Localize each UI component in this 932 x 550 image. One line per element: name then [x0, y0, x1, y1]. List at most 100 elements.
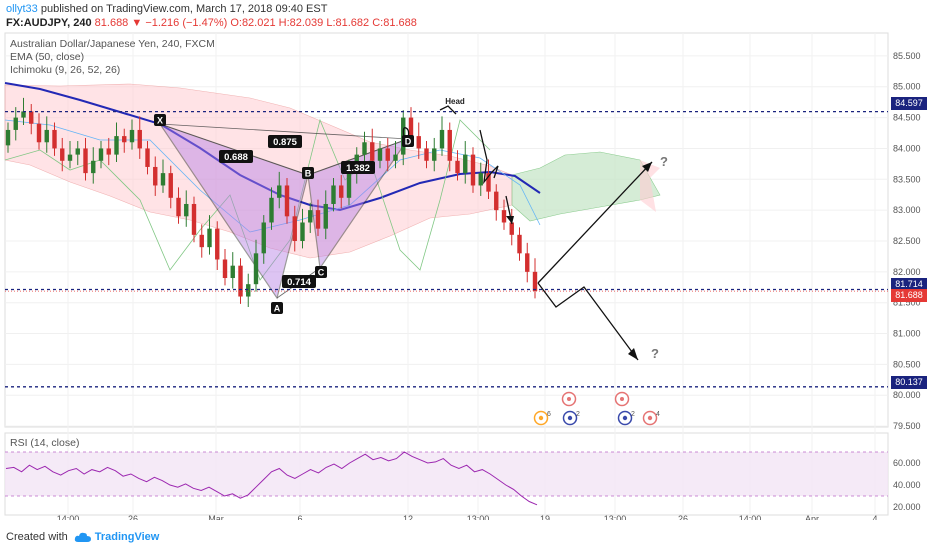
rsi-tick-label: 60.000	[893, 458, 921, 468]
pattern-point-box	[402, 135, 414, 147]
candle	[153, 166, 158, 186]
ratio-label: 0.875	[273, 137, 297, 148]
price-tick-label: 84.500	[893, 113, 921, 123]
head-label: Head	[445, 97, 465, 106]
event-marker-dot	[567, 415, 573, 421]
ratio-label: 0.714	[287, 277, 311, 288]
candle	[277, 185, 282, 198]
candle	[393, 154, 398, 161]
candle	[5, 129, 11, 146]
event-marker-count: 2	[631, 411, 635, 418]
candle	[269, 197, 274, 223]
candle	[362, 142, 367, 155]
rsi-label: RSI (14, close)	[10, 437, 80, 449]
rsi-tick-label: 20.000	[893, 502, 921, 512]
legend-title: Australian Dollar/Japanese Yen, 240, FXC…	[10, 38, 215, 50]
candle	[439, 129, 445, 149]
price-tick-label: 79.500	[893, 421, 921, 431]
candle	[215, 228, 220, 260]
rsi-tick-label: 40.000	[893, 480, 921, 490]
candle	[532, 271, 538, 291]
candle	[207, 228, 212, 248]
candle	[184, 203, 189, 217]
candle	[21, 111, 26, 118]
pattern-point-b: B	[302, 167, 314, 179]
pattern-point-box	[271, 302, 283, 314]
legend-ema: EMA (50, close)	[10, 51, 85, 63]
candle	[168, 173, 173, 198]
question-mark: ?	[660, 154, 668, 169]
author-link[interactable]: ollyt33	[6, 3, 38, 15]
candle	[176, 197, 181, 217]
ratio-badge: 0.688	[219, 150, 253, 163]
price-tick-label: 83.000	[893, 205, 921, 215]
level-tag-1: 84.597	[891, 97, 927, 110]
candle	[222, 259, 228, 279]
projection-arrow	[537, 282, 639, 361]
price-tick-label: 81.000	[893, 329, 921, 339]
ratio-badge: 1.382	[341, 161, 375, 174]
price-chart[interactable]: X A B C D 0.688 0.875 1.382 0.714 Head?? 6 2 2 4 79.5…	[0, 0, 932, 520]
candle	[52, 129, 57, 149]
candle	[517, 234, 522, 254]
rsi-line	[5, 451, 538, 506]
event-marker-count: 4	[656, 411, 660, 418]
time-tick-label: 19	[540, 514, 550, 520]
ratio-badge-box	[268, 135, 302, 148]
event-marker-dot	[538, 415, 544, 421]
candle	[98, 148, 104, 161]
candle	[416, 136, 421, 149]
ratio-badge-box	[341, 161, 375, 174]
candle	[447, 129, 452, 161]
candle	[377, 148, 383, 161]
projection-arrow	[537, 161, 653, 284]
price-tick-label: 82.000	[893, 267, 921, 277]
ohlc-values: O:82.021 H:82.039 L:81.682 C:81.688	[230, 17, 417, 29]
candle	[346, 173, 352, 198]
projection-arrow	[479, 129, 499, 185]
candle	[292, 216, 297, 241]
candle	[75, 148, 80, 155]
candle	[13, 117, 18, 130]
level-tag-2: 81.714	[891, 278, 927, 291]
candle	[261, 222, 266, 254]
candle	[67, 154, 73, 161]
harmonic-leg	[159, 123, 409, 140]
publish-line: ollyt33 published on TradingView.com, Ma…	[6, 3, 327, 15]
projection-arrow	[402, 127, 410, 139]
tradingview-logo[interactable]: TradingView	[74, 531, 159, 543]
legend-ichimoku: Ichimoku (9, 26, 52, 26)	[10, 64, 121, 76]
publish-text: published on TradingView.com, March 17, …	[37, 3, 328, 15]
arrow-head	[642, 162, 652, 172]
candle	[253, 253, 259, 285]
pattern-point-label: A	[274, 304, 281, 314]
time-tick-label: 14:00	[739, 514, 762, 520]
price-tick-label: 81.500	[893, 298, 921, 308]
candle	[470, 154, 476, 186]
ratio-label: 1.382	[346, 163, 370, 174]
last-price: 81.688	[94, 17, 129, 29]
candle	[501, 210, 507, 223]
candle	[83, 148, 88, 174]
event-marker-dot	[622, 415, 628, 421]
arrow-head	[628, 348, 638, 360]
symbol-label: FX:AUDJPY, 240	[6, 17, 92, 29]
pattern-point-label: X	[157, 116, 163, 126]
candle	[60, 148, 65, 161]
candle	[238, 265, 243, 297]
pattern-point-label: D	[405, 137, 412, 147]
time-tick-label: 6	[297, 514, 302, 520]
ratio-label: 0.688	[224, 152, 248, 163]
projection-arrow	[439, 105, 457, 115]
tenkan-line	[4, 119, 541, 233]
candle	[486, 173, 491, 192]
time-tick-label: 13:00	[467, 514, 490, 520]
time-tick-label: 26	[678, 514, 688, 520]
candle	[29, 111, 34, 124]
event-marker-dot	[620, 397, 624, 401]
candle	[331, 185, 336, 204]
event-marker-count: 6	[547, 411, 551, 418]
candle	[455, 160, 460, 174]
time-tick-label: 26	[128, 514, 138, 520]
candle	[525, 253, 530, 272]
